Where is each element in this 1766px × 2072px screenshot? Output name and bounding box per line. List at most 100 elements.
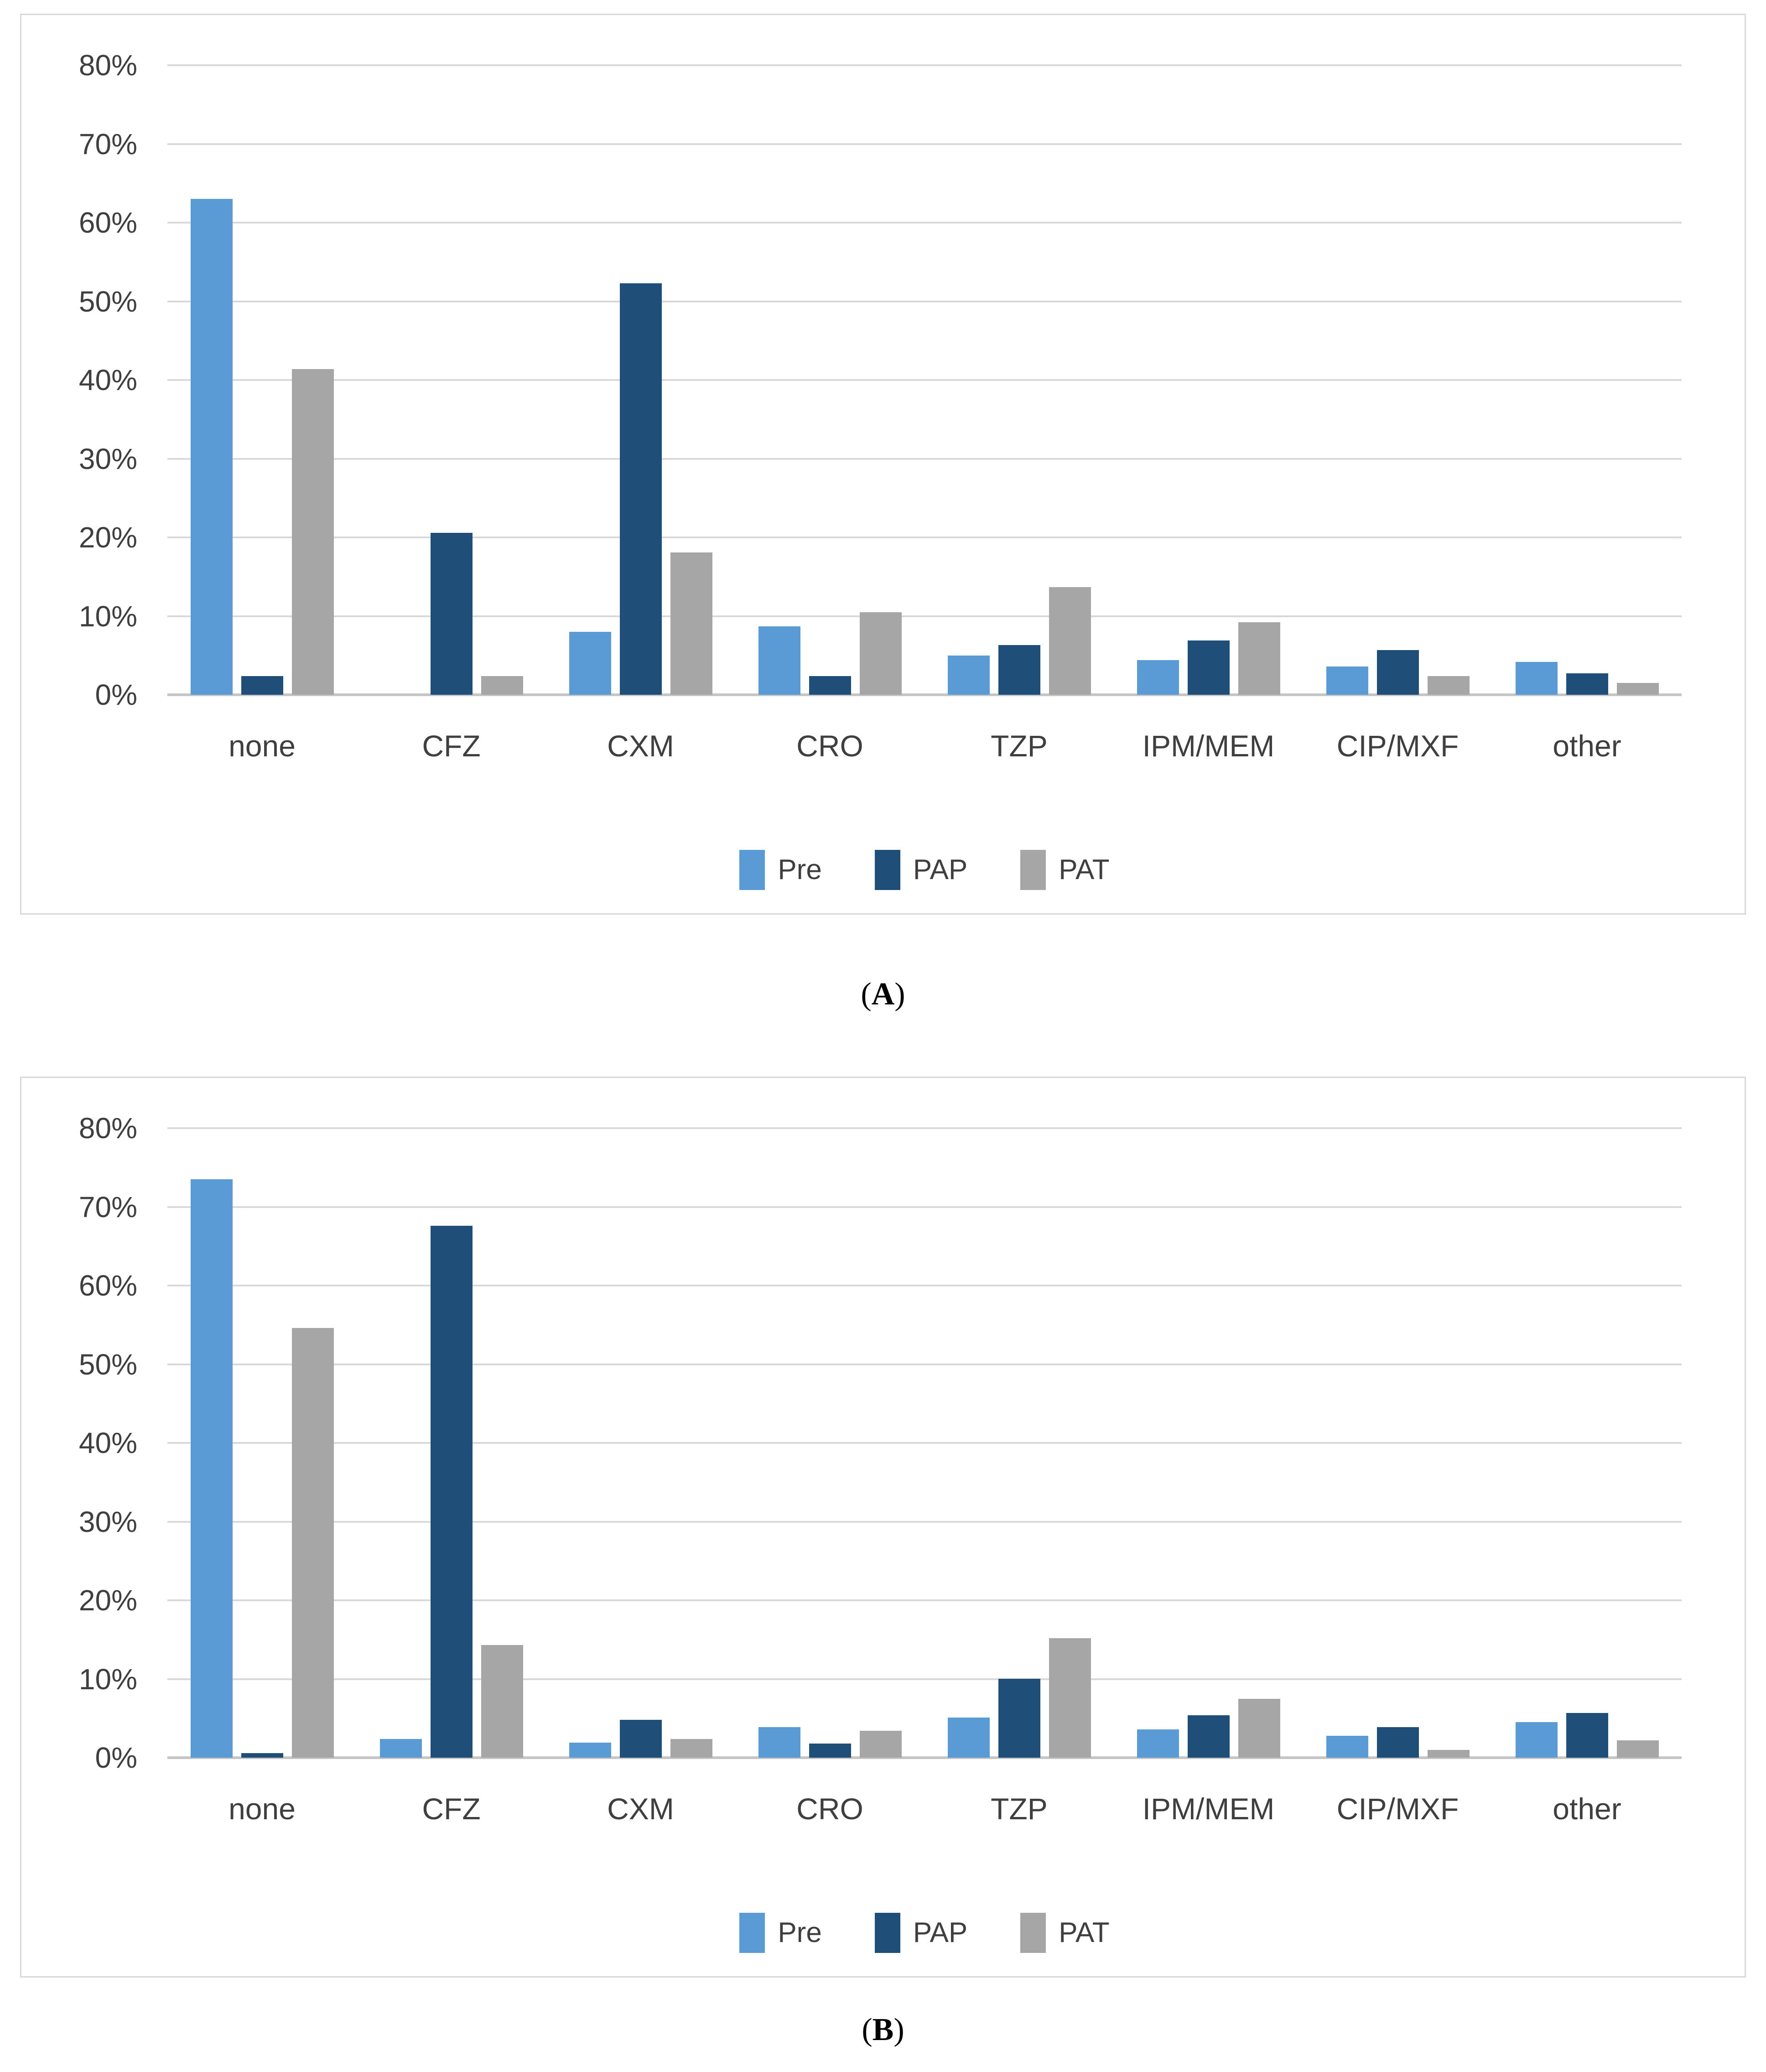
bar-pap-cip-mxf: [1376, 650, 1419, 695]
y-axis-tick-label: 30%: [78, 443, 137, 475]
legend-label-pre: Pre: [778, 854, 822, 885]
gridline: [167, 1206, 1682, 1208]
bar-pre-none: [190, 1179, 233, 1758]
bar-group-tzp: [925, 1128, 1114, 1758]
y-axis-tick-label: 30%: [78, 1505, 137, 1538]
chart-panel-b: 0% 10% 20% 30% 40% 50% 60% 70% 80% none CFZ CXM CRO…: [20, 1077, 1746, 1978]
plot-area: 0% 10% 20% 30% 40% 50% 60% 70% 80%: [79, 1114, 1682, 1772]
bar-group-cxm: [546, 65, 735, 695]
legend-marker-pap: [874, 1913, 900, 1953]
bar-groups: [167, 1128, 1682, 1758]
bar-pap-cro: [809, 676, 851, 695]
bar-pre-cip-mxf: [1326, 1736, 1368, 1758]
bar-pap-cfz: [430, 1226, 473, 1758]
gridline: [167, 1285, 1682, 1286]
bar-pre-ipm-mem: [1137, 1729, 1179, 1758]
category-label-none: none: [229, 1792, 296, 1826]
gridline: [167, 458, 1682, 460]
category-label-cip-mxf: CIP/MXF: [1336, 1792, 1459, 1826]
bar-pap-none: [241, 1753, 283, 1758]
chart-legend: Pre PAP PAT: [167, 850, 1682, 890]
y-axis-tick-label: 10%: [78, 600, 137, 633]
chart-panel-a: 0% 10% 20% 30% 40% 50% 60% 70% 80% none CFZ CXM CRO…: [20, 14, 1746, 915]
y-axis-tick-label: 80%: [78, 1112, 137, 1145]
legend-item-pat: PAT: [1020, 1913, 1110, 1953]
caption-a: (A): [0, 974, 1766, 1015]
x-axis-line: [167, 1756, 1682, 1759]
x-axis-labels: none CFZ CXM CRO TZP IPM/MEM CIP/MXF other: [167, 1792, 1682, 1826]
y-axis-tick-label: 40%: [78, 364, 137, 396]
bar-pat-cip-mxf: [1427, 1750, 1470, 1758]
bar-pre-cxm: [569, 1743, 611, 1758]
category-label-ipm-mem: IPM/MEM: [1142, 729, 1275, 763]
bar-groups: [167, 65, 1682, 695]
category-label-cro: CRO: [796, 729, 863, 763]
caption-close-paren: ): [893, 2012, 904, 2047]
caption-letter: B: [872, 2012, 894, 2047]
bar-group-none: [167, 65, 357, 695]
bar-pat-none: [291, 1328, 334, 1758]
bar-pat-tzp: [1049, 1638, 1091, 1758]
bar-pat-tzp: [1049, 587, 1091, 695]
category-label-cxm: CXM: [607, 729, 674, 763]
y-axis-tick-label: 70%: [78, 1191, 137, 1223]
bar-pat-cfz: [481, 1645, 523, 1758]
bar-pap-cfz: [430, 533, 473, 695]
legend-item-pre: Pre: [739, 850, 822, 890]
bar-pre-other: [1515, 1722, 1558, 1758]
gridline: [167, 1364, 1682, 1365]
bar-pap-tzp: [998, 1679, 1040, 1758]
caption-b: (B): [0, 2010, 1766, 2051]
bar-group-ipm-mem: [1114, 1128, 1303, 1758]
legend-label-pat: PAT: [1059, 854, 1110, 885]
gridline: [167, 1678, 1682, 1680]
bar-group-tzp: [925, 65, 1114, 695]
bar-group-cfz: [357, 65, 546, 695]
y-axis-tick-label: 10%: [78, 1663, 137, 1696]
bar-group-cfz: [357, 1128, 546, 1758]
legend-item-pat: PAT: [1020, 850, 1110, 890]
bar-pat-cxm: [670, 552, 712, 695]
legend-label-pap: PAP: [913, 1917, 968, 1948]
gridline: [167, 1521, 1682, 1523]
x-axis-line: [167, 693, 1682, 696]
legend-marker-pat: [1020, 1913, 1046, 1953]
bar-pat-ipm-mem: [1238, 622, 1280, 695]
legend-item-pre: Pre: [739, 1913, 822, 1953]
category-label-other: other: [1553, 1792, 1621, 1826]
gridline: [167, 143, 1682, 145]
caption-letter: A: [871, 977, 895, 1012]
category-label-cip-mxf: CIP/MXF: [1336, 729, 1459, 763]
gridline: [167, 379, 1682, 381]
gridline: [167, 1599, 1682, 1601]
y-axis-tick-label: 50%: [78, 1348, 137, 1381]
caption-close-paren: ): [894, 977, 905, 1012]
legend-item-pap: PAP: [874, 850, 968, 890]
bar-pre-ipm-mem: [1137, 660, 1179, 695]
bar-pat-cip-mxf: [1427, 676, 1470, 695]
y-axis-tick-label: 20%: [78, 1584, 137, 1617]
bar-pap-tzp: [998, 645, 1040, 695]
category-label-cfz: CFZ: [422, 1792, 481, 1826]
legend-marker-pre: [739, 850, 765, 890]
bar-group-cxm: [546, 1128, 735, 1758]
bar-group-ipm-mem: [1114, 65, 1303, 695]
bar-pap-cxm: [619, 283, 662, 695]
bar-pap-other: [1566, 1713, 1608, 1758]
caption-open-paren: (: [862, 2012, 873, 2047]
legend-marker-pre: [739, 1913, 765, 1953]
gridline: [167, 1127, 1682, 1129]
category-label-tzp: TZP: [991, 729, 1048, 763]
caption-open-paren: (: [861, 977, 872, 1012]
bar-pap-cip-mxf: [1376, 1727, 1419, 1758]
bar-pat-none: [291, 369, 334, 695]
y-axis-tick-label: 0%: [95, 678, 138, 711]
bar-pre-tzp: [947, 656, 990, 695]
category-label-cro: CRO: [796, 1792, 863, 1826]
bar-pre-cfz: [379, 1739, 422, 1758]
bar-pre-cro: [758, 626, 800, 695]
gridline: [167, 64, 1682, 66]
legend-label-pap: PAP: [913, 854, 968, 885]
gridline: [167, 615, 1682, 617]
